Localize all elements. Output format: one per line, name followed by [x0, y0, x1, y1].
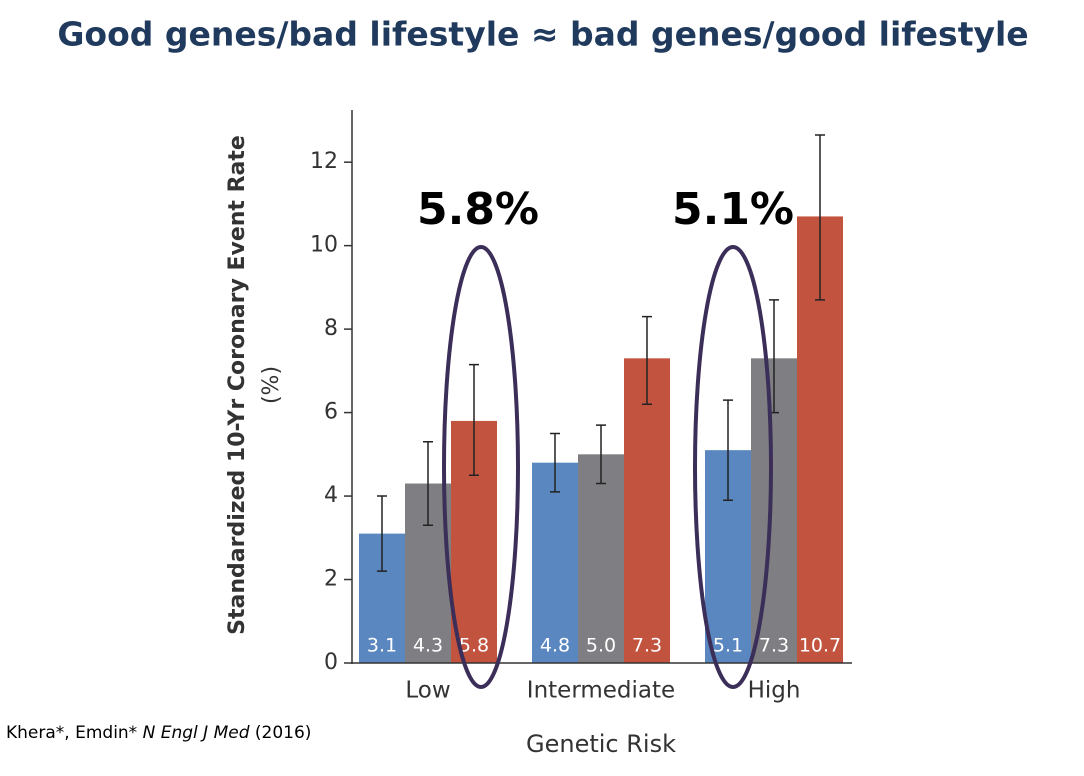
value-label: 7.3 — [759, 635, 789, 657]
x-tick-label: High — [748, 678, 801, 704]
x-tick-label: Low — [405, 678, 450, 704]
value-label: 10.7 — [799, 635, 841, 657]
bar — [624, 358, 670, 663]
x-tick-label: Intermediate — [527, 678, 675, 704]
highlight-ellipse — [442, 245, 520, 689]
bar — [532, 462, 578, 663]
error-bar — [596, 424, 606, 485]
highlight-ellipse — [693, 245, 773, 689]
y-tick-label: 12 — [310, 149, 338, 174]
citation-year: (2016) — [255, 723, 312, 743]
bar — [578, 454, 624, 663]
error-bar — [815, 134, 825, 301]
y-axis-title: (%) — [259, 366, 284, 404]
x-axis-title: Genetic Risk — [526, 730, 676, 758]
y-tick-label: 6 — [324, 400, 338, 425]
y-tick-label: 8 — [324, 316, 338, 341]
value-label: 5.8 — [459, 635, 489, 657]
slide-title: Good genes/bad lifestyle ≈ bad genes/goo… — [57, 15, 1028, 54]
error-bar — [469, 363, 479, 476]
annotation: 5.8% — [417, 184, 539, 235]
y-tick-label: 0 — [324, 650, 338, 675]
y-tick-label: 10 — [310, 233, 338, 258]
error-bar — [377, 495, 387, 572]
value-label: 4.8 — [540, 635, 570, 657]
y-tick-label: 4 — [324, 483, 338, 508]
annotation: 5.1% — [672, 184, 794, 235]
error-bar — [423, 441, 433, 527]
value-label: 5.0 — [586, 635, 616, 657]
citation-authors: Khera*, Emdin* — [6, 723, 137, 743]
value-label: 7.3 — [632, 635, 662, 657]
value-label: 4.3 — [413, 635, 443, 657]
y-axis-title: Standardized 10-Yr Coronary Event Rate — [225, 135, 250, 635]
error-bar — [642, 315, 652, 405]
y-tick-label: 2 — [324, 567, 338, 592]
value-label: 3.1 — [367, 635, 397, 657]
citation: Khera*, Emdin* N Engl J Med (2016) — [6, 723, 311, 743]
value-label: 5.1 — [713, 635, 743, 657]
error-bar — [723, 399, 733, 501]
error-bar — [550, 432, 560, 493]
plot: 0 2 4 6 8 10 12 Low 3.1 4.3 5.8 Intermediate 4.8 5.0 7… — [310, 134, 852, 704]
citation-journal: N Engl J Med — [143, 723, 250, 743]
